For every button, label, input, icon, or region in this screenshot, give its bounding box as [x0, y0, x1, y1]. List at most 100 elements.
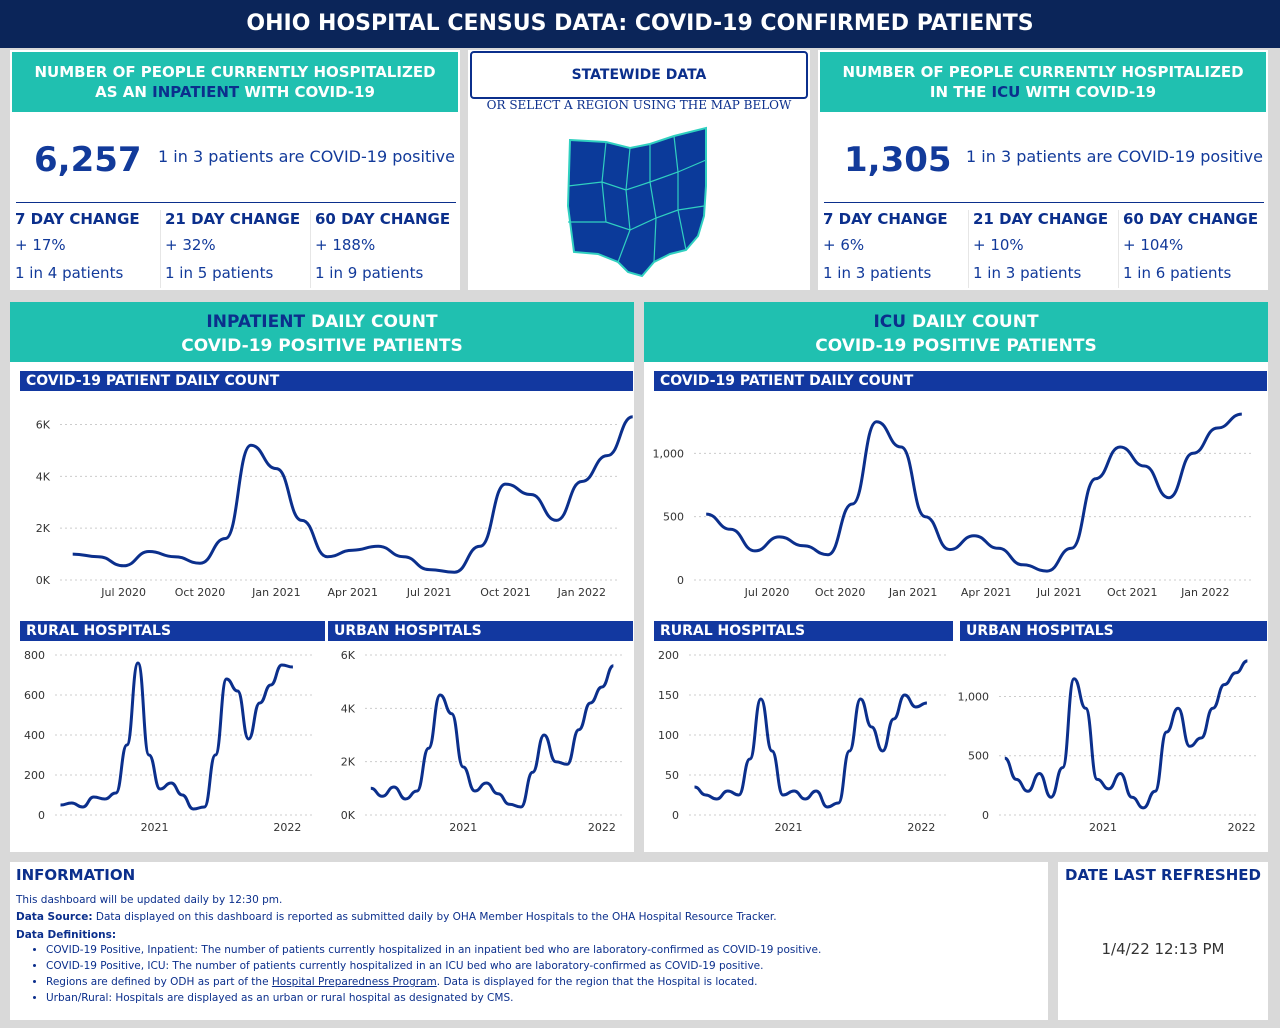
inpatient-rural-label: RURAL HOSPITALS	[20, 621, 325, 641]
x-tick-label: 2021	[1089, 821, 1117, 834]
y-tick-label: 50	[665, 769, 679, 782]
y-tick-label: 6K	[341, 649, 356, 662]
y-tick-label: 1,000	[653, 447, 685, 460]
y-tick-label: 600	[24, 689, 45, 702]
y-tick-label: 2K	[36, 522, 51, 535]
y-tick-label: 0K	[341, 809, 356, 822]
refresh-value: 1/4/22 12:13 PM	[1101, 940, 1225, 958]
ohio-region-map[interactable]	[566, 126, 712, 280]
ohio-region-borders	[567, 135, 707, 263]
information-definitions-label: Data Definitions:	[16, 929, 117, 941]
change-ratio: 1 in 6 patients	[1123, 264, 1232, 282]
inpatient-divider	[16, 202, 456, 203]
y-tick-label: 1,000	[958, 690, 990, 703]
change-value: + 32%	[165, 236, 216, 254]
statewide-button[interactable]: STATEWIDE DATA	[470, 51, 808, 99]
series-line	[1004, 659, 1248, 810]
y-tick-label: 100	[658, 729, 679, 742]
icu-urban-chart: 0 500 1,000 2021 2022	[958, 659, 1259, 834]
information-line1: This dashboard will be updated daily by …	[16, 894, 283, 906]
y-tick-label: 200	[24, 769, 45, 782]
x-tick-label: Oct 2021	[480, 586, 531, 599]
change-col: 7 DAY CHANGE + 17% 1 in 4 patients	[15, 210, 160, 288]
icu-divider	[824, 202, 1264, 203]
x-tick-label: 2021	[449, 821, 477, 834]
y-tick-label: 0K	[36, 574, 51, 587]
icu-card-header-line1: NUMBER OF PEOPLE CURRENTLY HOSPITALIZED	[842, 63, 1244, 81]
y-tick-label: 0	[38, 809, 45, 822]
change-ratio: 1 in 3 patients	[823, 264, 932, 282]
statewide-subtitle: OR SELECT A REGION USING THE MAP BELOW	[486, 98, 792, 112]
change-label: 7 DAY CHANGE	[15, 210, 140, 228]
refresh-title: DATE LAST REFRESHED	[1065, 866, 1261, 884]
inpatient-urban-label: URBAN HOSPITALS	[328, 621, 633, 641]
icu-urban-label: URBAN HOSPITALS	[960, 621, 1267, 641]
y-tick-label: 0	[672, 809, 679, 822]
icu-section-header: ICU DAILY COUNT COVID-19 POSITIVE PATIEN…	[644, 302, 1268, 362]
change-value: + 6%	[823, 236, 865, 254]
icu-card-header-line2: IN THE ICU WITH COVID-19	[929, 83, 1157, 101]
y-tick-label: 500	[663, 511, 684, 524]
icu-section: ICU DAILY COUNT COVID-19 POSITIVE PATIEN…	[644, 302, 1268, 852]
change-col: 21 DAY CHANGE + 32% 1 in 5 patients	[160, 210, 310, 288]
x-tick-label: Oct 2021	[1107, 586, 1158, 599]
page-title: OHIO HOSPITAL CENSUS DATA: COVID-19 CONF…	[0, 0, 1280, 48]
y-tick-label: 400	[24, 729, 45, 742]
series-line	[72, 415, 634, 574]
x-tick-label: Jul 2020	[744, 586, 790, 599]
y-tick-label: 0	[982, 809, 989, 822]
icu-rural-chart: 0 50 100 150 200 2021 2022	[658, 649, 949, 834]
x-tick-label: 2022	[588, 821, 616, 834]
x-tick-label: Oct 2020	[175, 586, 226, 599]
change-ratio: 1 in 4 patients	[15, 264, 124, 282]
change-label: 21 DAY CHANGE	[165, 210, 301, 228]
inpatient-rural-chart: 0 200 400 600 800 2021 2022	[24, 649, 315, 834]
y-tick-label: 500	[968, 750, 989, 763]
x-tick-label: Jan 2022	[1180, 586, 1229, 599]
ohio-state-shape[interactable]	[566, 126, 707, 278]
y-tick-label: 4K	[341, 702, 356, 715]
change-ratio: 1 in 5 patients	[165, 264, 274, 282]
inpatient-changes: 7 DAY CHANGE + 17% 1 in 4 patients 21 DA…	[10, 210, 460, 288]
inpatient-count: 6,257	[34, 140, 142, 180]
inpatient-section-title: INPATIENT DAILY COUNT	[206, 312, 438, 332]
inpatient-daily-count-label: COVID-19 PATIENT DAILY COUNT	[20, 371, 633, 391]
statewide-panel: STATEWIDE DATA OR SELECT A REGION USING …	[468, 50, 810, 290]
y-tick-label: 0	[677, 574, 684, 587]
icu-daily-chart: 0 500 1,000 Jul 2020 Oct 2020 Jan 2021 Apr 202…	[653, 412, 1254, 599]
change-ratio: 1 in 9 patients	[315, 264, 424, 282]
definition-item: COVID-19 Positive, Inpatient: The number…	[46, 944, 1046, 956]
definition-item: Urban/Rural: Hospitals are displayed as …	[46, 992, 1046, 1004]
information-definitions-list: COVID-19 Positive, Inpatient: The number…	[16, 940, 1046, 1008]
change-label: 21 DAY CHANGE	[973, 210, 1109, 228]
change-ratio: 1 in 3 patients	[973, 264, 1082, 282]
x-tick-label: 2021	[775, 821, 803, 834]
inpatient-section-subtitle: COVID-19 POSITIVE PATIENTS	[181, 336, 463, 356]
inpatient-ratio: 1 in 3 patients are COVID-19 positive	[158, 147, 455, 166]
information-source: Data Source: Data displayed on this dash…	[16, 911, 777, 923]
inpatient-card: NUMBER OF PEOPLE CURRENTLY HOSPITALIZED …	[10, 50, 460, 290]
y-tick-label: 6K	[36, 419, 51, 432]
change-col: 21 DAY CHANGE + 10% 1 in 3 patients	[968, 210, 1118, 288]
x-tick-label: Jul 2021	[406, 586, 452, 599]
change-col: 7 DAY CHANGE + 6% 1 in 3 patients	[823, 210, 968, 288]
x-tick-label: Jul 2020	[100, 586, 146, 599]
series-line	[370, 664, 615, 809]
x-tick-label: 2021	[141, 821, 169, 834]
hospital-preparedness-link[interactable]: Hospital Preparedness Program	[271, 976, 437, 988]
x-tick-label: Jan 2021	[888, 586, 937, 599]
change-label: 60 DAY CHANGE	[315, 210, 451, 228]
y-tick-label: 200	[658, 649, 679, 662]
x-tick-label: Oct 2020	[815, 586, 866, 599]
inpatient-card-header: NUMBER OF PEOPLE CURRENTLY HOSPITALIZED …	[12, 52, 458, 112]
icu-rural-label: RURAL HOSPITALS	[654, 621, 953, 641]
series-line	[705, 412, 1242, 573]
inpatient-card-header-line1: NUMBER OF PEOPLE CURRENTLY HOSPITALIZED	[34, 63, 436, 81]
change-label: 7 DAY CHANGE	[823, 210, 948, 228]
icu-card-header: NUMBER OF PEOPLE CURRENTLY HOSPITALIZED …	[820, 52, 1266, 112]
icu-count: 1,305	[844, 140, 952, 180]
change-value: + 17%	[15, 236, 66, 254]
change-value: + 188%	[315, 236, 376, 254]
inpatient-section: INPATIENT DAILY COUNT COVID-19 POSITIVE …	[10, 302, 634, 852]
change-value: + 10%	[973, 236, 1024, 254]
